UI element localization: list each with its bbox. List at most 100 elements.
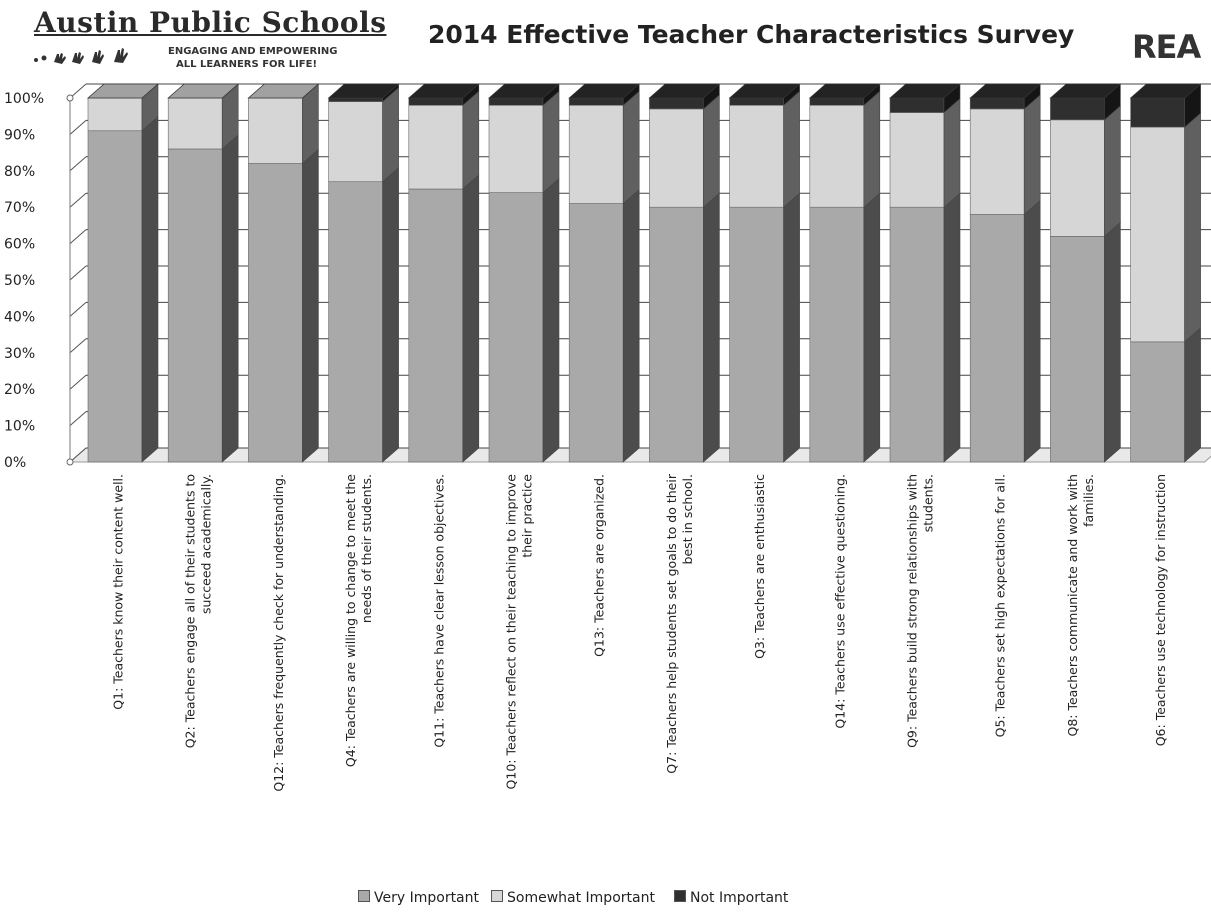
bar-segment — [87, 97, 143, 132]
bar-segment — [568, 97, 624, 106]
bar-stack — [247, 83, 320, 463]
bar-segment — [969, 214, 1025, 463]
y-tick-label: 60% — [4, 237, 35, 253]
bar-segment-side — [462, 174, 480, 463]
gridline-diag — [69, 338, 87, 354]
bar-stack — [1129, 83, 1202, 463]
bar-stack — [888, 83, 962, 463]
bar-segment-side — [783, 90, 800, 208]
bar-top — [1049, 83, 1122, 99]
chart-bars — [86, 83, 1202, 463]
bar-segment-side — [141, 116, 159, 463]
bar-segment — [328, 97, 383, 102]
bar-top — [247, 83, 320, 99]
bar-segment-side — [703, 94, 720, 208]
legend-item: Very Important — [358, 890, 479, 906]
bar-segment — [1050, 97, 1105, 121]
x-axis-labels: Q1: Teachers know their content well. Q2:… — [111, 473, 1169, 792]
bar-segment — [488, 97, 544, 106]
legend-label: Very Important — [374, 890, 479, 906]
bar-segment-side — [462, 90, 480, 190]
logo-tagline-2: ALL LEARNERS FOR LIFE! — [176, 59, 318, 70]
bar-segment — [969, 108, 1025, 215]
gridline-diag — [69, 229, 87, 244]
x-tick-label: Q4: Teachers are willing to change to me… — [343, 474, 358, 767]
y-tick-label: 20% — [4, 382, 35, 398]
bar-segment-side — [542, 90, 560, 194]
x-tick-label: Q14: Teachers use effective questioning. — [832, 474, 847, 729]
bar-stack — [1049, 83, 1122, 463]
legend-label: Somewhat Important — [507, 890, 655, 906]
gridline-diag — [69, 265, 87, 281]
x-tick-label: best in school. — [680, 474, 695, 564]
bar-segment — [729, 206, 784, 463]
bar-segment — [328, 181, 383, 463]
bar-segment-side — [1023, 94, 1041, 216]
logo-tagline-1: ENGAGING AND EMPOWERING — [168, 46, 338, 57]
bar-segment — [1050, 236, 1105, 463]
bar-top — [327, 83, 400, 99]
stacked-bar-chart: 0% 10% 20% 30% 40% 50% 60% 70% 80% 90% 100% Q1: Te… — [4, 83, 1211, 792]
handprints-icon — [34, 48, 128, 64]
legend-label: Not Important — [690, 890, 789, 906]
bar-stack — [969, 83, 1042, 463]
y-tick-label: 70% — [4, 200, 35, 216]
axis-handle — [66, 94, 74, 102]
bar-segment-side — [943, 192, 961, 463]
bar-segment — [408, 97, 464, 106]
bar-segment — [649, 97, 704, 110]
bar-segment — [729, 104, 784, 208]
x-tick-label: Q8: Teachers communicate and work with — [1065, 474, 1080, 736]
bar-top — [86, 83, 160, 99]
y-tick-label: 100% — [4, 91, 44, 107]
bar-stack — [86, 83, 160, 463]
bar-segment — [889, 97, 945, 113]
bar-top — [407, 83, 480, 99]
bar-top — [969, 83, 1042, 99]
bar-segment-side — [302, 148, 319, 463]
bar-top — [808, 83, 881, 99]
x-tick-label: Q12: Teachers frequently check for under… — [271, 474, 286, 792]
x-tick-label: Q11: Teachers have clear lesson objectiv… — [431, 474, 446, 748]
y-tick-label: 10% — [4, 419, 35, 435]
x-tick-label: succeed academically. — [199, 474, 214, 614]
bar-segment — [167, 148, 223, 463]
bar-segment-side — [1104, 105, 1121, 237]
legend-item: Not Important — [674, 890, 788, 906]
x-tick-label: Q3: Teachers are enthusiastic — [752, 474, 767, 659]
bar-top — [1129, 83, 1202, 99]
bar-segment — [1130, 97, 1185, 128]
bar-top — [568, 83, 641, 99]
chart-title: 2014 Effective Teacher Characteristics S… — [428, 20, 1075, 49]
y-tick-label: 30% — [4, 346, 35, 362]
gridline-diag — [69, 83, 87, 99]
x-tick-label: students. — [921, 474, 936, 532]
legend-swatch — [674, 890, 686, 902]
x-tick-label: Q13: Teachers are organized. — [592, 474, 607, 657]
bar-segment — [248, 97, 303, 164]
bar-segment — [889, 112, 945, 208]
x-tick-label: Q10: Teachers reflect on their teaching … — [504, 474, 519, 790]
x-tick-label: needs of their students. — [359, 474, 374, 623]
y-tick-label: 50% — [4, 273, 35, 289]
bar-segment — [568, 104, 624, 204]
bar-segment-side — [542, 177, 560, 463]
bar-segment — [809, 104, 865, 208]
bar-segment — [809, 206, 865, 463]
bar-stack — [808, 83, 881, 463]
legend-swatch — [358, 890, 370, 902]
y-axis-ticks: 0% 10% 20% 30% 40% 50% 60% 70% 80% 90% 100% — [4, 91, 44, 471]
bar-top — [487, 83, 561, 99]
gridline-diag — [69, 411, 87, 426]
bar-segment-side — [1184, 112, 1201, 343]
chart-legend: Very Important Somewhat Important Not Impo… — [358, 890, 878, 914]
x-tick-label: Q2: Teachers engage all of their student… — [183, 474, 198, 748]
x-tick-label: Q5: Teachers set high expectations for a… — [993, 474, 1008, 737]
bar-segment — [488, 104, 544, 193]
bar-segment — [248, 163, 303, 463]
gridline-diag — [69, 374, 87, 390]
bar-top — [648, 83, 721, 99]
bar-segment-side — [382, 167, 399, 463]
chart-floor — [68, 447, 1211, 463]
rea-logo-text: REA — [1132, 28, 1201, 66]
